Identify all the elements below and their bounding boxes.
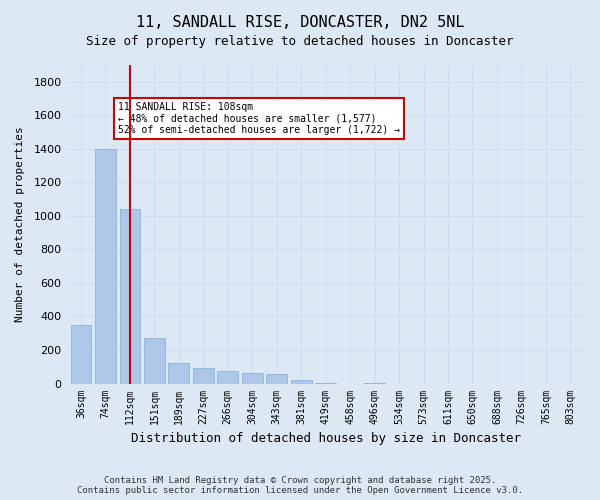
Text: Contains HM Land Registry data © Crown copyright and database right 2025.
Contai: Contains HM Land Registry data © Crown c… — [77, 476, 523, 495]
Bar — [217, 371, 238, 384]
Text: 11, SANDALL RISE, DONCASTER, DN2 5NL: 11, SANDALL RISE, DONCASTER, DN2 5NL — [136, 15, 464, 30]
Bar — [364, 382, 385, 384]
Bar — [144, 338, 165, 384]
Bar — [315, 382, 336, 384]
Bar — [71, 325, 91, 384]
Bar — [266, 374, 287, 384]
Text: Size of property relative to detached houses in Doncaster: Size of property relative to detached ho… — [86, 35, 514, 48]
X-axis label: Distribution of detached houses by size in Doncaster: Distribution of detached houses by size … — [131, 432, 521, 445]
Bar — [193, 368, 214, 384]
Bar — [119, 209, 140, 384]
Bar — [95, 149, 116, 384]
Bar — [242, 374, 263, 384]
Text: 11 SANDALL RISE: 108sqm
← 48% of detached houses are smaller (1,577)
52% of semi: 11 SANDALL RISE: 108sqm ← 48% of detache… — [118, 102, 400, 135]
Bar — [291, 380, 311, 384]
Y-axis label: Number of detached properties: Number of detached properties — [15, 126, 25, 322]
Bar — [169, 364, 189, 384]
